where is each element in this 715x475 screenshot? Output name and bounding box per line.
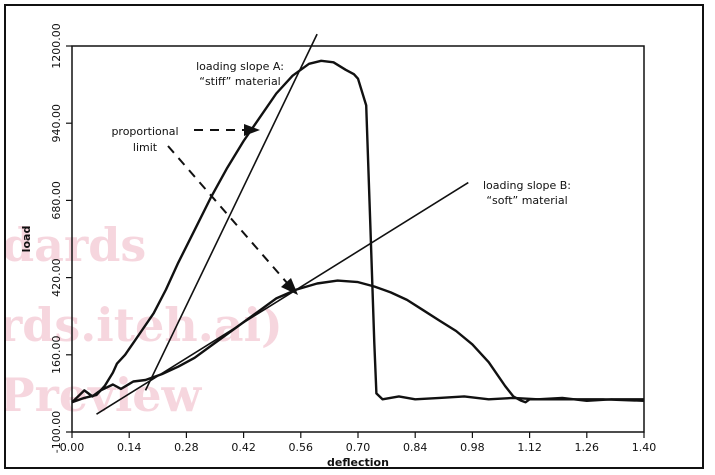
watermark: dards rds.iteh.ai) Preview [6, 218, 283, 422]
x-tick-label: 0.98 [460, 441, 485, 454]
x-axis-label: deflection [327, 456, 389, 469]
proportional-limit-label-line-1: proportional [111, 125, 178, 138]
x-tick-label: 0.42 [231, 441, 256, 454]
slope-b-line [96, 181, 469, 415]
x-tick-label: 0.70 [346, 441, 371, 454]
x-tick-label: 0.84 [403, 441, 428, 454]
x-tick-label: 0.56 [289, 441, 314, 454]
y-tick-label: 420.00 [50, 258, 63, 297]
x-axis-ticks: 0.00 0.14 0.28 0.42 0.56 0.70 0.84 0.98 1.12 1.26… [60, 432, 657, 454]
arrowhead-a [244, 124, 260, 136]
y-tick-label: -100.00 [50, 411, 63, 453]
x-tick-label: 1.12 [517, 441, 542, 454]
curve-b-line [71, 279, 645, 404]
curve-a-line [71, 59, 644, 404]
arrowhead-b [281, 278, 298, 295]
slope-b-label-line-2: “soft” material [486, 194, 567, 207]
x-tick-label: 1.40 [632, 441, 657, 454]
proportional-limit-label-line-2: limit [133, 141, 158, 154]
arrow-to-curve-b [167, 145, 289, 285]
series-layer [71, 33, 645, 415]
y-tick-label: 680.00 [50, 181, 63, 220]
x-tick-label: 0.28 [174, 441, 199, 454]
watermark-line-3: Preview [6, 368, 203, 422]
slope-a-label-line-1: loading slope A: [196, 60, 284, 73]
y-tick-label: 940.00 [50, 104, 63, 143]
y-axis-label: load [20, 226, 33, 253]
y-tick-label: 1200.00 [50, 23, 63, 69]
x-tick-label: 0.14 [117, 441, 142, 454]
chart-frame: dards rds.iteh.ai) Preview 0.00 0.14 0.28 0… [4, 4, 704, 469]
load-deflection-chart: dards rds.iteh.ai) Preview 0.00 0.14 0.28 0… [6, 23, 657, 469]
y-tick-label: 160.00 [50, 336, 63, 375]
x-tick-label: 0.00 [60, 441, 85, 454]
slope-a-line [144, 33, 318, 391]
x-tick-label: 1.26 [575, 441, 600, 454]
y-axis-ticks: -100.00 160.00 420.00 680.00 940.00 1200.00 [50, 23, 72, 453]
slope-b-label-line-1: loading slope B: [483, 179, 571, 192]
watermark-line-1: dards [6, 218, 146, 272]
slope-a-label-line-2: “stiff” material [199, 75, 281, 88]
proportional-limit-arrows [167, 124, 298, 295]
